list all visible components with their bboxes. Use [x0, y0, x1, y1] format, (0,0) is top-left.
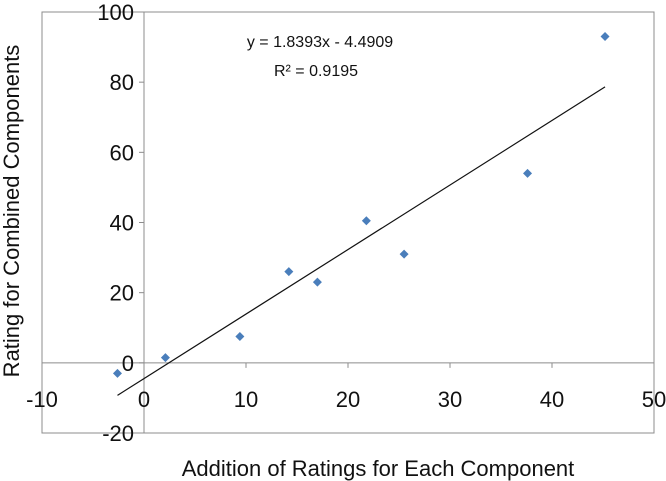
y-tick-label: 40 — [110, 211, 134, 236]
x-tick-label: 10 — [234, 387, 258, 412]
x-axis-ticks: -10 0 10 20 30 40 50 — [26, 362, 666, 412]
data-point — [160, 353, 170, 363]
trendline-equation: y = 1.8393x - 4.4909 — [247, 34, 393, 51]
data-point — [361, 216, 371, 226]
y-tick-label: 60 — [110, 140, 134, 165]
r-squared-label: R² = 0.9195 — [274, 63, 358, 80]
data-point — [600, 32, 610, 42]
x-axis-title: Addition of Ratings for Each Component — [182, 456, 575, 481]
data-point — [235, 332, 245, 342]
y-tick-label: 80 — [110, 70, 134, 95]
x-tick-label: 30 — [438, 387, 462, 412]
data-point — [312, 277, 322, 287]
y-tick-label: -20 — [102, 421, 134, 446]
y-tick-label: 0 — [122, 351, 134, 376]
data-point — [112, 368, 122, 378]
y-axis-ticks: -20 0 20 40 60 80 100 — [97, 0, 144, 446]
data-point — [399, 249, 409, 259]
y-tick-label: 20 — [110, 281, 134, 306]
data-point — [523, 168, 533, 178]
data-points — [112, 32, 610, 378]
x-tick-label: 20 — [336, 387, 360, 412]
trendline — [117, 86, 606, 396]
x-tick-label: 40 — [540, 387, 564, 412]
x-tick-label: 0 — [138, 387, 150, 412]
x-tick-label: 50 — [642, 387, 666, 412]
y-axis-title: Rating for Combined Components — [0, 45, 24, 378]
y-tick-label: 100 — [97, 0, 134, 25]
data-point — [284, 267, 294, 277]
x-tick-label: -10 — [26, 387, 58, 412]
